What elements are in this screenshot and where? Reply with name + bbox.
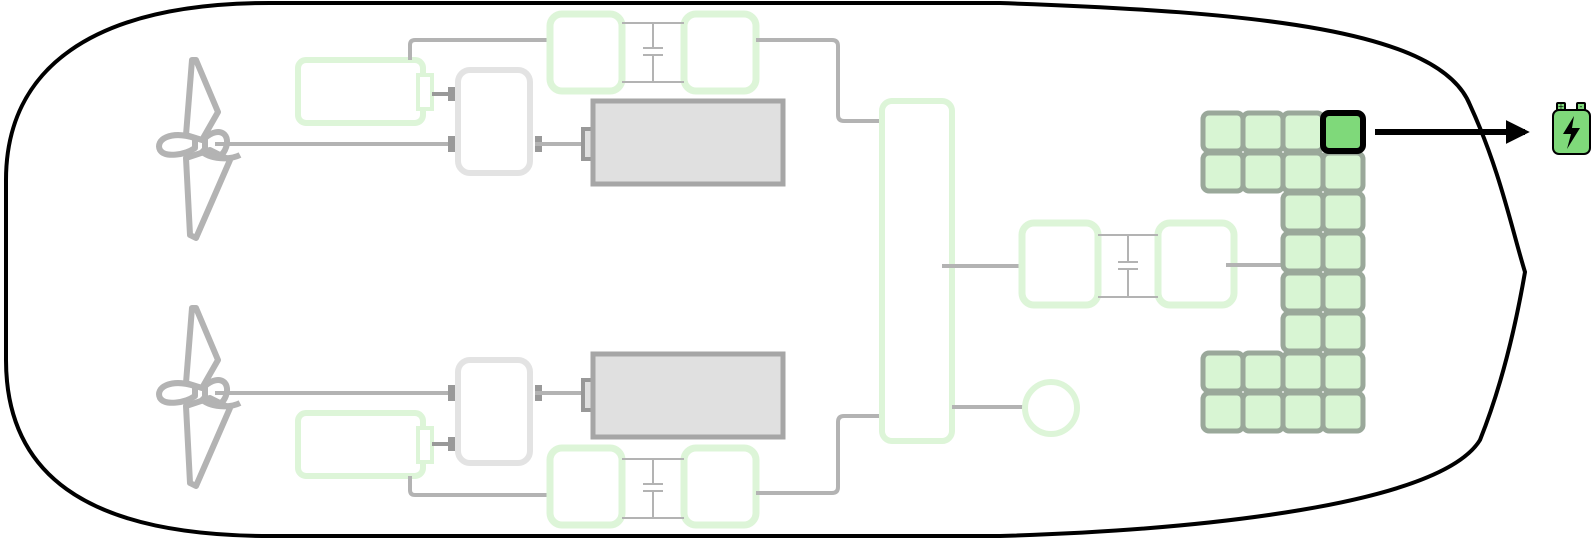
battery-cell — [1320, 390, 1366, 434]
converter-bottom-b — [680, 444, 760, 529]
converter-top-a — [546, 10, 626, 95]
propeller-icon — [156, 305, 242, 489]
drive-connector-bottom — [416, 426, 434, 464]
drive-module-top — [295, 57, 426, 126]
battery-cell — [1320, 150, 1366, 194]
battery-cell — [1320, 350, 1366, 394]
motor-top — [581, 98, 786, 187]
motor-bottom — [581, 351, 786, 440]
battery-cell — [1240, 350, 1286, 394]
battery-cell — [1280, 270, 1326, 314]
battery-cell — [1280, 350, 1326, 394]
battery-cell — [1200, 110, 1246, 154]
battery-cell — [1280, 190, 1326, 234]
svg-text:-: - — [1580, 102, 1583, 111]
battery-cell — [1200, 390, 1246, 434]
svg-text:+: + — [1558, 102, 1565, 111]
wire-bottom-right — [756, 414, 882, 495]
drive-connector-top — [416, 73, 434, 111]
capacitor-bottom — [622, 458, 684, 519]
battery-cell — [1320, 270, 1366, 314]
battery-cell — [1240, 150, 1286, 194]
battery-cell — [1240, 110, 1286, 154]
battery-cell — [1320, 230, 1366, 274]
battery-cell — [1280, 150, 1326, 194]
converter-top-b — [680, 10, 760, 95]
battery-cell — [1280, 110, 1326, 154]
gearbox-bottom — [455, 357, 533, 466]
battery-cell-active — [1320, 110, 1366, 154]
capacitor-right — [1098, 234, 1158, 298]
main-switchboard — [879, 98, 955, 444]
gearbox-top — [455, 67, 533, 176]
wire-bottom-left — [408, 476, 550, 497]
converter-bottom-a — [546, 444, 626, 529]
battery-cell — [1320, 310, 1366, 354]
converter-right-a — [1018, 219, 1102, 309]
wire-top-left — [408, 38, 550, 60]
load-circle — [1022, 379, 1080, 437]
drive-module-bottom — [295, 410, 426, 479]
battery-cell — [1280, 310, 1326, 354]
battery-cell — [1200, 150, 1246, 194]
capacitor-top — [622, 22, 684, 83]
battery-pack — [1200, 110, 1366, 434]
hull-outline — [4, 0, 1528, 538]
battery-charge-icon: + - — [1552, 102, 1591, 155]
wire-top-right — [756, 38, 882, 123]
battery-cell — [1280, 230, 1326, 274]
battery-cell — [1240, 390, 1286, 434]
converter-right-b — [1154, 219, 1238, 309]
battery-cell — [1200, 350, 1246, 394]
propeller-icon — [156, 57, 242, 241]
battery-cell — [1320, 190, 1366, 234]
battery-cell — [1280, 390, 1326, 434]
